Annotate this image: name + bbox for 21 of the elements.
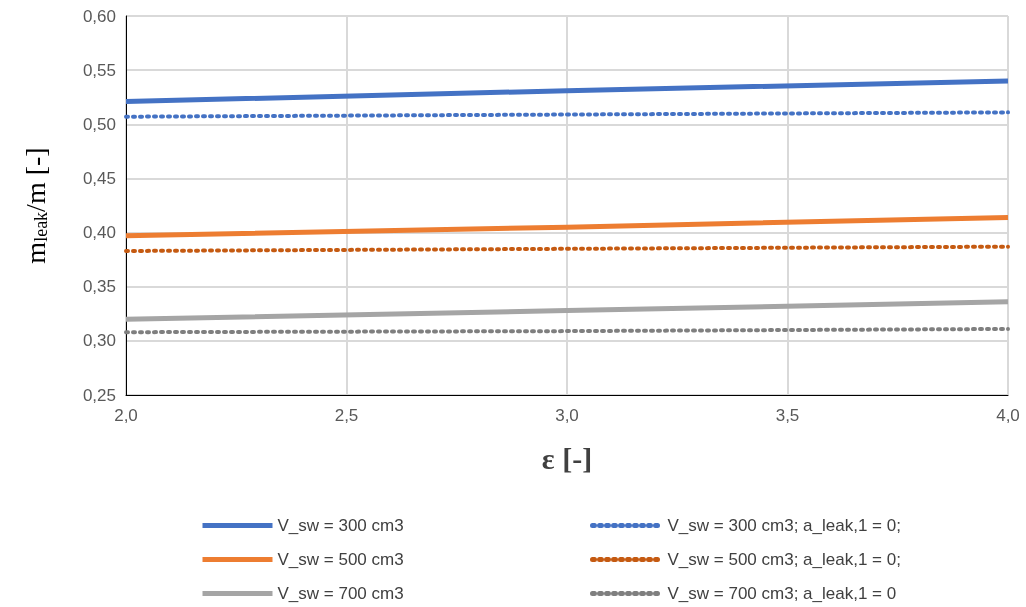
x-tick-label: 4,0 bbox=[996, 406, 1020, 425]
legend-label: V_sw = 500 cm3 bbox=[277, 550, 404, 569]
y-tick-label: 0,25 bbox=[82, 385, 116, 405]
y-tick-label: 0,55 bbox=[82, 60, 116, 80]
legend-label: V_sw = 700 cm3; a_leak,1 = 0 bbox=[667, 584, 897, 603]
legend-label: V_sw = 700 cm3 bbox=[277, 584, 404, 603]
y-tick-label: 0,40 bbox=[82, 223, 116, 243]
legend-label: V_sw = 300 cm3; a_leak,1 = 0; bbox=[667, 516, 901, 535]
y-tick-label: 0,60 bbox=[82, 6, 116, 26]
x-tick-label: 2,5 bbox=[334, 406, 359, 425]
y-axis-title: mleak/m [-] bbox=[19, 147, 51, 264]
y-tick-label: 0,50 bbox=[82, 114, 116, 134]
x-tick-label: 2,0 bbox=[114, 406, 138, 425]
legend-label: V_sw = 300 cm3 bbox=[277, 516, 404, 535]
legend-label: V_sw = 500 cm3; a_leak,1 = 0; bbox=[667, 550, 901, 569]
x-axis-title: ε [-] bbox=[541, 441, 593, 475]
x-tick-label: 3,5 bbox=[775, 406, 800, 425]
y-tick-label: 0,45 bbox=[82, 168, 116, 188]
x-tick-label: 3,0 bbox=[555, 406, 579, 425]
y-tick-label: 0,30 bbox=[82, 331, 116, 351]
y-tick-label: 0,35 bbox=[82, 277, 116, 297]
